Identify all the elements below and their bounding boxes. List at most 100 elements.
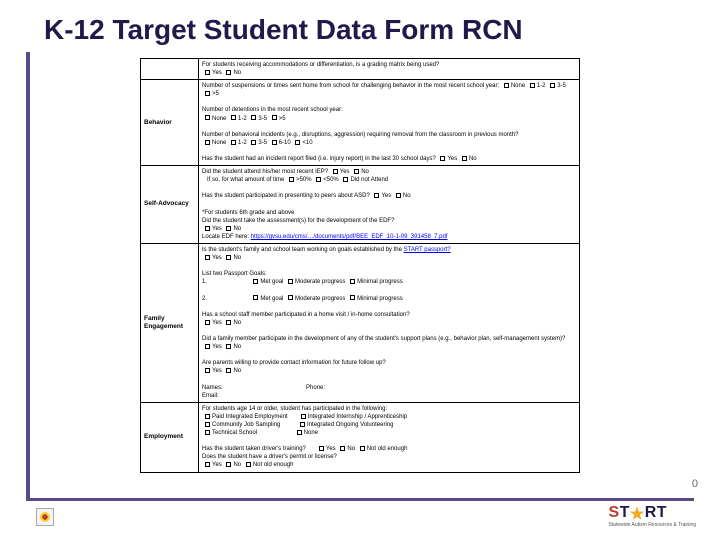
phone-label: Phone:	[306, 385, 325, 391]
opt: None	[304, 430, 318, 436]
checkbox[interactable]	[226, 462, 231, 467]
checkbox[interactable]	[246, 462, 251, 467]
checkbox[interactable]	[205, 414, 210, 419]
iep-q: Did the student attend his/her most rece…	[202, 169, 328, 175]
section-self-advocacy: Self-Advocacy	[141, 166, 199, 244]
susp-q: Number of suspensions or times sent home…	[202, 83, 499, 89]
contact-q: Are parents willing to provide contact i…	[202, 360, 386, 366]
checkbox[interactable]	[251, 140, 256, 145]
edf-link[interactable]: https://gvsu.edu/cms/…/documents/pdf/BEE…	[251, 234, 448, 240]
opt: Yes	[447, 156, 457, 162]
family-cell: Is the student's family and school team …	[199, 243, 580, 402]
checkbox[interactable]	[288, 295, 293, 300]
asd-q: Has the student participated in presenti…	[202, 193, 370, 199]
opt: 3-5	[557, 83, 566, 89]
checkbox[interactable]	[504, 83, 509, 88]
opt: Met goal	[260, 296, 283, 302]
checkbox[interactable]	[205, 462, 210, 467]
section-blank	[141, 59, 199, 80]
opt: No	[469, 156, 477, 162]
checkbox[interactable]	[350, 295, 355, 300]
opt: Not old enough	[253, 462, 294, 468]
opt: 1-2	[537, 83, 546, 89]
checkbox[interactable]	[340, 446, 345, 451]
opt: Paid Integrated Employment	[212, 414, 288, 420]
opt: >50%	[296, 177, 312, 183]
start-logo: ST★RT Statewide Autism Resources & Train…	[608, 504, 696, 528]
checkbox[interactable]	[231, 115, 236, 120]
checkbox[interactable]	[396, 193, 401, 198]
checkbox[interactable]	[205, 115, 210, 120]
email-label: Email:	[202, 393, 219, 399]
opt: Yes	[212, 368, 222, 374]
checkbox[interactable]	[272, 115, 277, 120]
opt: Technical School	[212, 430, 257, 436]
checkbox[interactable]	[253, 295, 258, 300]
checkbox[interactable]	[462, 156, 467, 161]
checkbox[interactable]	[300, 422, 305, 427]
checkbox[interactable]	[226, 70, 231, 75]
opt: Yes	[340, 169, 350, 175]
checkbox[interactable]	[226, 255, 231, 260]
checkbox[interactable]	[205, 430, 210, 435]
checkbox[interactable]	[272, 140, 277, 145]
checkbox[interactable]	[360, 446, 365, 451]
inc-q: Number of behavioral incidents (e.g., di…	[202, 132, 518, 138]
checkbox[interactable]	[319, 446, 324, 451]
opt: Yes	[212, 255, 222, 261]
checkbox[interactable]	[205, 140, 210, 145]
checkbox[interactable]	[226, 320, 231, 325]
checkbox[interactable]	[205, 255, 210, 260]
opt: Not old enough	[367, 446, 408, 452]
checkbox[interactable]	[530, 83, 535, 88]
checkbox[interactable]	[205, 344, 210, 349]
logo-s: S	[608, 504, 619, 521]
checkbox[interactable]	[374, 193, 379, 198]
checkbox[interactable]	[226, 226, 231, 231]
opt: Minimal progress	[357, 296, 403, 302]
checkbox[interactable]	[343, 177, 348, 182]
passport-link[interactable]: START passport?	[404, 247, 451, 253]
checkbox[interactable]	[333, 169, 338, 174]
opt: Minimal progress	[357, 279, 403, 285]
checkbox[interactable]	[226, 368, 231, 373]
checkbox[interactable]	[289, 177, 294, 182]
page-number: 0	[692, 478, 698, 490]
footer-logo-icon	[36, 508, 54, 526]
form-table: For students receiving accommodations or…	[140, 58, 580, 473]
checkbox[interactable]	[354, 169, 359, 174]
opt: No	[403, 193, 411, 199]
checkbox[interactable]	[205, 226, 210, 231]
drivers-q: Has the student taken driver's training?	[202, 446, 306, 452]
opt: Integrated Internship / Apprenticeship	[308, 414, 407, 420]
checkbox[interactable]	[251, 115, 256, 120]
logo-subtitle: Statewide Autism Resources & Training	[608, 522, 696, 528]
opt: No	[347, 446, 355, 452]
checkbox[interactable]	[205, 368, 210, 373]
checkbox[interactable]	[205, 70, 210, 75]
opt-no: No	[233, 70, 241, 76]
checkbox[interactable]	[316, 177, 321, 182]
employment-cell: For students age 14 or older, student ha…	[199, 402, 580, 472]
checkbox[interactable]	[295, 140, 300, 145]
opt: 3-5	[258, 116, 267, 122]
checkbox[interactable]	[440, 156, 445, 161]
section-employment: Employment	[141, 402, 199, 472]
checkbox[interactable]	[288, 279, 293, 284]
opt: 3-5	[258, 140, 267, 146]
behavior-cell: Number of suspensions or times sent home…	[199, 80, 580, 166]
goals-title: List two Passport Goals:	[202, 271, 267, 277]
checkbox[interactable]	[205, 320, 210, 325]
checkbox[interactable]	[231, 140, 236, 145]
section-family: Family Engagement	[141, 243, 199, 402]
opt: Did not Attend	[350, 177, 388, 183]
checkbox[interactable]	[550, 83, 555, 88]
opt: Yes	[212, 462, 222, 468]
checkbox[interactable]	[297, 430, 302, 435]
checkbox[interactable]	[205, 422, 210, 427]
checkbox[interactable]	[205, 91, 210, 96]
checkbox[interactable]	[350, 279, 355, 284]
checkbox[interactable]	[253, 279, 258, 284]
checkbox[interactable]	[301, 414, 306, 419]
checkbox[interactable]	[226, 344, 231, 349]
